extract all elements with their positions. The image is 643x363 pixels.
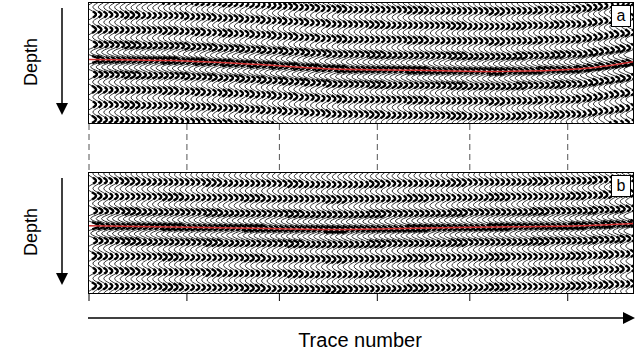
svg-text:Trace number: Trace number (298, 329, 422, 351)
svg-text:Depth: Depth (21, 208, 41, 256)
html-text:a: a (616, 7, 626, 24)
html-text:b: b (616, 177, 626, 194)
svg-text:Depth: Depth (21, 38, 41, 86)
